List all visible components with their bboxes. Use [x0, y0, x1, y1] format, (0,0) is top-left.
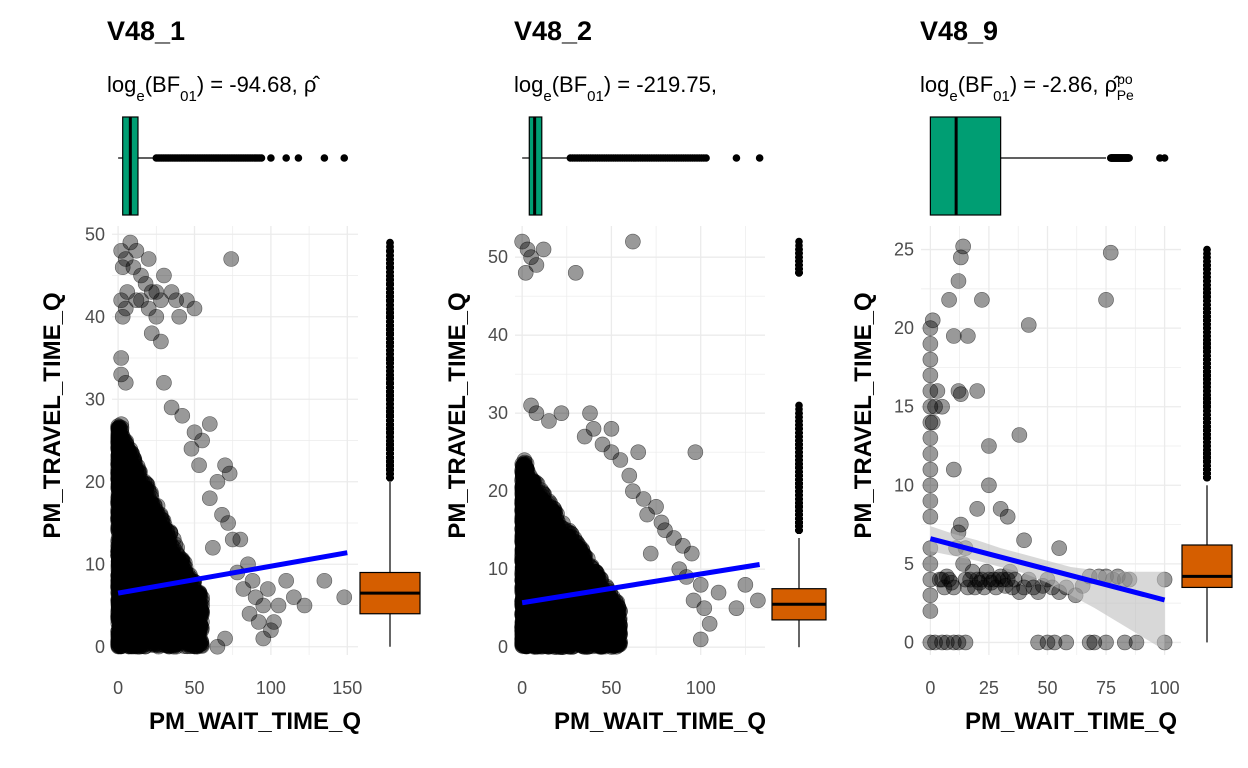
outlier-point: [320, 154, 329, 162]
data-point: [255, 630, 272, 647]
x-tick-label: 150: [332, 678, 362, 698]
data-point: [148, 308, 165, 325]
data-point: [182, 599, 198, 615]
data-point: [132, 607, 148, 624]
outlier-point: [282, 154, 290, 162]
outlier-point: [267, 154, 275, 162]
data-point: [270, 597, 287, 614]
data-point: [111, 573, 127, 590]
data-point: [255, 597, 272, 614]
x-tick-label: 100: [256, 678, 286, 698]
data-point: [223, 251, 239, 267]
y-tick-label: 30: [85, 389, 105, 409]
data-point: [260, 581, 276, 597]
data-point: [201, 416, 218, 432]
y-tick-label: 0: [95, 637, 105, 657]
scatter-points: [110, 234, 353, 655]
x-tick-label: 50: [184, 678, 204, 698]
data-point: [159, 591, 176, 607]
chart-panel-1: V48_1 loge(BF01) = -94.68, ρ̂ 0 50 100 150 0 10…: [39, 16, 421, 735]
data-point: [220, 515, 236, 531]
data-point: [112, 473, 128, 490]
x-marginal-boxplot: [118, 116, 349, 216]
outlier-point: [340, 154, 349, 162]
y-tick-label: 50: [85, 224, 105, 244]
data-point: [130, 464, 147, 480]
data-point: [113, 515, 129, 532]
data-point: [134, 549, 151, 565]
data-point: [241, 605, 258, 622]
x-axis-title: PM_WAIT_TIME_Q: [149, 708, 361, 735]
data-point: [191, 457, 207, 474]
y-tick-label: 20: [85, 472, 105, 492]
data-point: [336, 589, 353, 606]
data-point: [148, 508, 165, 524]
data-point: [156, 267, 172, 284]
data-point: [296, 597, 313, 614]
y-tick-label: 10: [85, 554, 105, 574]
data-point: [170, 625, 186, 642]
data-point: [150, 545, 167, 561]
data-point: [186, 300, 203, 317]
x-tick-label: 0: [113, 678, 123, 698]
data-point: [111, 553, 128, 569]
y-axis-title: PM_TRAVEL_TIME_Q: [39, 292, 66, 538]
data-point: [114, 629, 130, 646]
data-point: [174, 407, 191, 424]
y-tick-label: 40: [85, 307, 105, 327]
data-point: [205, 539, 221, 556]
data-point: [117, 374, 134, 391]
data-point: [209, 638, 226, 655]
data-point: [177, 559, 194, 576]
data-point: [316, 572, 333, 589]
outlier-point: [294, 154, 303, 162]
outlier-point: [257, 154, 266, 162]
data-point: [113, 350, 129, 366]
panel-title: V48_1: [107, 16, 185, 46]
data-point: [183, 440, 200, 457]
data-point: [156, 374, 172, 391]
data-point: [171, 308, 188, 325]
data-point: [111, 430, 128, 447]
y-marginal-boxplot: [359, 238, 421, 647]
panel-subtitle: loge(BF01) = -94.68, ρ̂: [107, 72, 320, 105]
data-point: [221, 465, 238, 482]
data-point: [278, 572, 294, 589]
data-point: [111, 453, 128, 470]
data-point: [201, 490, 218, 507]
data-point: [140, 251, 157, 267]
data-point: [153, 333, 169, 350]
data-point: [232, 531, 249, 548]
